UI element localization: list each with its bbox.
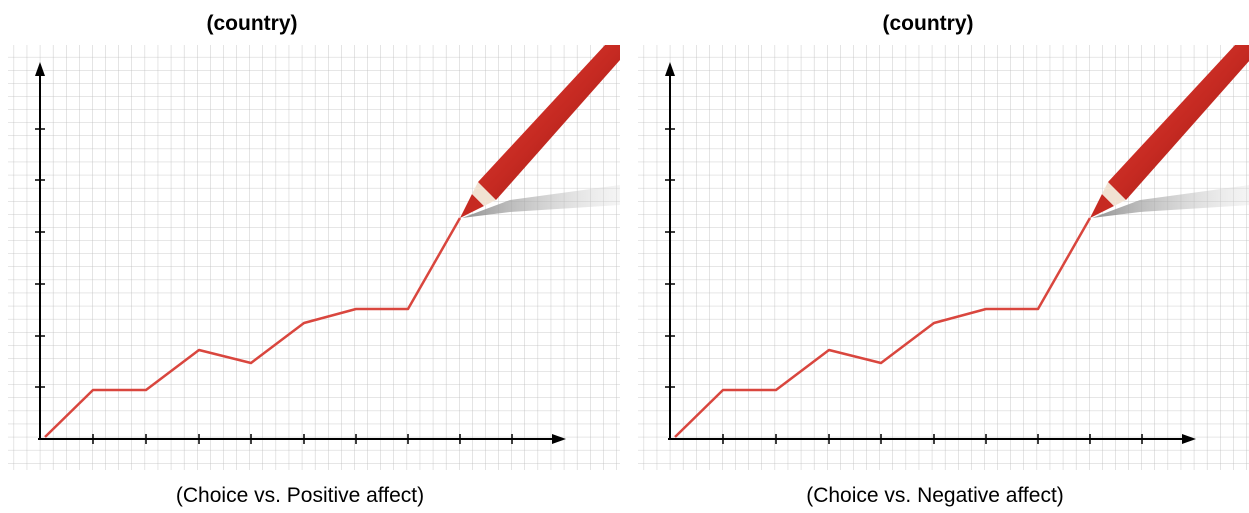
panel-caption: (Choice vs. Positive affect) [176,484,424,507]
panel-caption: (Choice vs. Negative affect) [806,484,1064,507]
panel-title: (country) [883,12,974,35]
graph-illustration [6,43,622,472]
graph-illustration [636,43,1249,472]
panel-title: (country) [207,12,298,35]
